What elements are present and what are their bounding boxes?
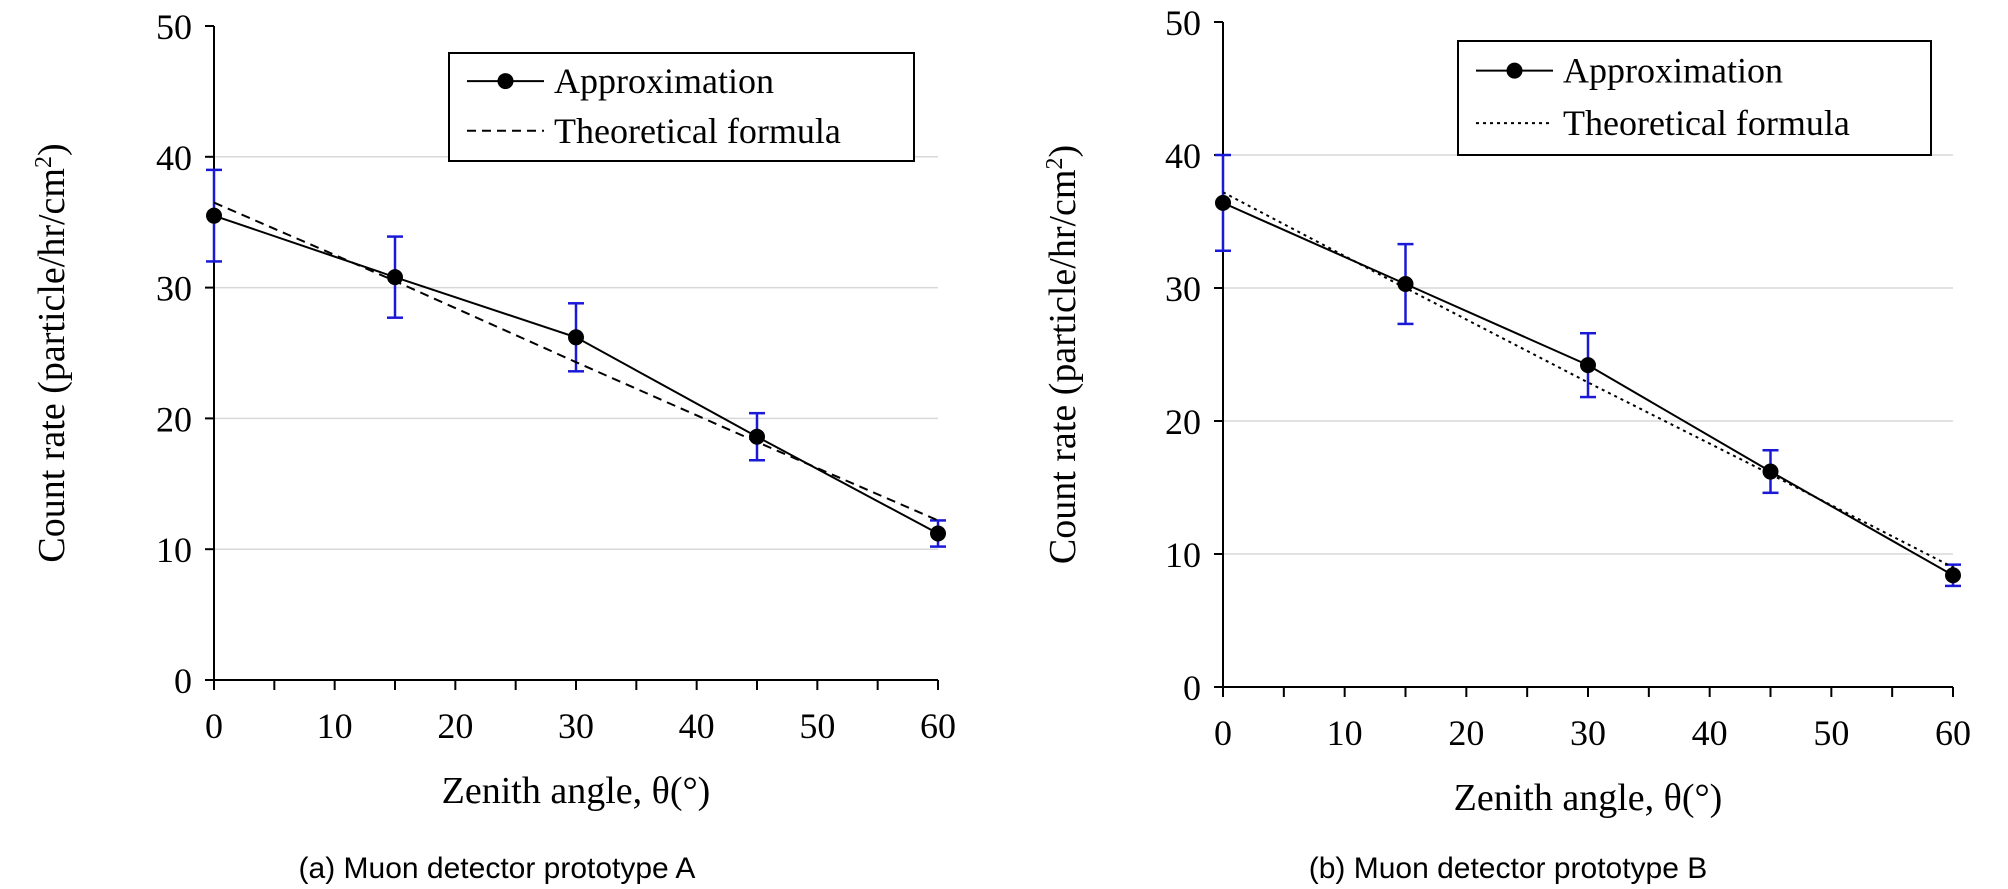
legend-label: Approximation (554, 61, 774, 101)
y-tick-label: 10 (156, 530, 192, 570)
data-point-approximation (930, 525, 946, 542)
legend-label: Approximation (1563, 51, 1783, 91)
panel-b: 0 10 20 30 40 50 0 10 20 30 40 50 60 Count rate (part… (1042, 3, 1971, 885)
figure-caption: (a) Muon detector prototype A (299, 852, 696, 885)
legend-marker-approximation (1506, 62, 1523, 79)
data-point-approximation (568, 329, 584, 346)
legend-box (1457, 40, 1932, 156)
x-tick-label: 40 (1692, 713, 1728, 753)
x-tick-label: 60 (1935, 713, 1971, 753)
x-tick-label: 50 (1813, 713, 1849, 753)
y-tick-label: 0 (174, 661, 192, 701)
x-tick-label: 50 (799, 706, 835, 746)
data-point-approximation (1215, 194, 1231, 211)
legend-label: Theoretical formula (554, 111, 841, 151)
x-tick-label: 0 (205, 706, 223, 746)
data-point-approximation (1580, 357, 1596, 374)
y-tick-label: 50 (1165, 3, 1201, 43)
panel-a: 0 10 20 30 40 50 0 10 20 30 40 50 60 Count rate (part… (31, 7, 956, 885)
x-tick-label: 0 (1214, 713, 1232, 753)
data-point-approximation (1762, 463, 1779, 480)
x-tick-label: 40 (679, 706, 715, 746)
y-tick-label: 30 (156, 269, 192, 309)
data-point-approximation (206, 207, 222, 224)
x-tick-label: 30 (558, 706, 594, 746)
legend-box (448, 52, 915, 162)
y-tick-label: 30 (1165, 269, 1201, 309)
series-line-approximation (213, 214, 939, 535)
y-tick-label: 40 (156, 138, 192, 178)
y-tick-label: 20 (156, 399, 192, 439)
y-axis-label: Count rate (particle/hr/cm2) (31, 143, 73, 562)
y-axis-label: Count rate (particle/hr/cm2) (1042, 145, 1084, 564)
x-tick-label: 20 (1448, 713, 1484, 753)
x-tick-label: 10 (1327, 713, 1363, 753)
legend-label: Theoretical formula (1563, 103, 1850, 143)
data-point-approximation (1397, 276, 1414, 293)
legend-marker-approximation (497, 73, 514, 90)
x-tick-label: 60 (920, 706, 956, 746)
figure-caption: (b) Muon detector prototype B (1309, 852, 1708, 885)
series-line-theoretical (213, 201, 939, 522)
data-point-approximation (387, 269, 403, 286)
y-tick-label: 10 (1165, 535, 1201, 575)
x-axis-label: Zenith angle, θ(°) (1454, 777, 1723, 819)
data-point-approximation (1945, 567, 1961, 584)
y-tick-label: 0 (1183, 668, 1201, 708)
y-tick-label: 40 (1165, 136, 1201, 176)
x-tick-label: 10 (317, 706, 353, 746)
y-tick-label: 50 (156, 7, 192, 47)
x-tick-label: 20 (437, 706, 473, 746)
y-tick-label: 20 (1165, 402, 1201, 442)
x-axis-label: Zenith angle, θ(°) (442, 770, 711, 812)
x-tick-label: 30 (1570, 713, 1606, 753)
